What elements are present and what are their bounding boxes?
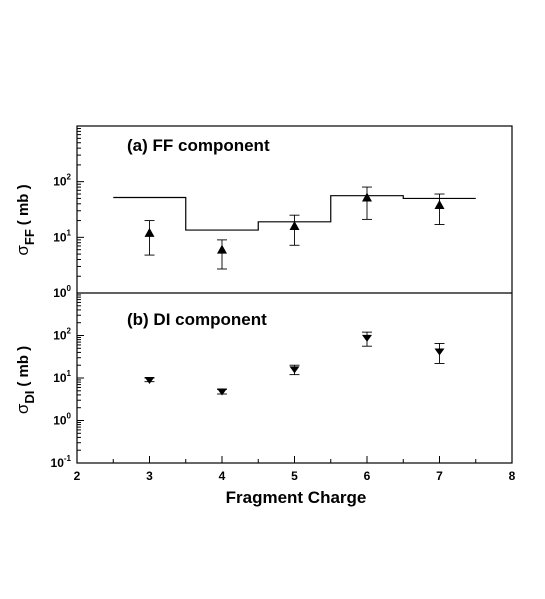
panel-a-ylabel-unit: ( mb ) xyxy=(15,184,32,225)
panel-b-title: (b) DI component xyxy=(127,310,267,329)
panel-a-data-point xyxy=(362,192,372,202)
panel-b-data-point xyxy=(217,388,227,396)
panel-b-data-point xyxy=(289,366,300,374)
panel-a-data-point xyxy=(144,227,155,237)
panel-a-y-tick-label: 100 xyxy=(53,284,71,300)
x-axis: 2 3 4 5 6 7 8 xyxy=(74,456,516,483)
panel-a-y-tick-label: 102 xyxy=(53,173,71,189)
axes-frame xyxy=(76,125,513,464)
panel-a-ylabel-symbol: σ xyxy=(13,245,32,256)
panel-b-data-point xyxy=(434,348,445,356)
x-tick-label: 3 xyxy=(146,469,153,483)
panel-a-data-point xyxy=(289,220,300,230)
x-tick-label: 6 xyxy=(364,469,371,483)
panel-b-y-tick-label: 100 xyxy=(53,412,71,428)
panel-b-data-point xyxy=(144,376,155,384)
x-axis-label: Fragment Charge xyxy=(226,488,367,507)
x-tick-label: 7 xyxy=(436,469,443,483)
svg-text:σFF( mb ): σFF ( mb ) xyxy=(13,184,37,255)
panel-b-ylabel-symbol: σ xyxy=(13,403,32,414)
x-tick-label: 5 xyxy=(291,469,298,483)
x-tick-label: 4 xyxy=(219,469,226,483)
panel-b-data-point xyxy=(362,334,372,342)
panel-a: (a) FF component σFF ( mb ) 100 101 102 xyxy=(13,128,476,300)
panel-a-data-point xyxy=(217,244,227,254)
panel-b-y-tick-label: 10-1 xyxy=(51,454,72,470)
panel-b-ylabel-unit: ( mb ) xyxy=(15,346,32,387)
panel-b-y-tick-label: 102 xyxy=(53,327,71,343)
panel-b-ylabel: σDI ( mb ) xyxy=(13,346,37,414)
panel-a-title: (a) FF component xyxy=(127,136,270,155)
svg-text:σDI( mb ): σDI ( mb ) xyxy=(13,346,37,414)
x-tick-label: 2 xyxy=(74,469,81,483)
panel-b-ylabel-subscript: DI xyxy=(22,391,37,404)
plot-frame xyxy=(76,125,513,464)
x-tick-label: 8 xyxy=(509,469,516,483)
panel-a-ylabel-subscript: FF xyxy=(22,229,37,245)
panel-a-data-point xyxy=(434,200,445,210)
panel-b: (b) DI component σDI ( mb ) 10-1 100 101 102 xyxy=(13,294,445,470)
panel-a-y-tick-label: 101 xyxy=(53,228,71,244)
panel-a-ylabel: σFF ( mb ) xyxy=(13,184,37,255)
panel-b-y-tick-label: 101 xyxy=(53,369,71,385)
